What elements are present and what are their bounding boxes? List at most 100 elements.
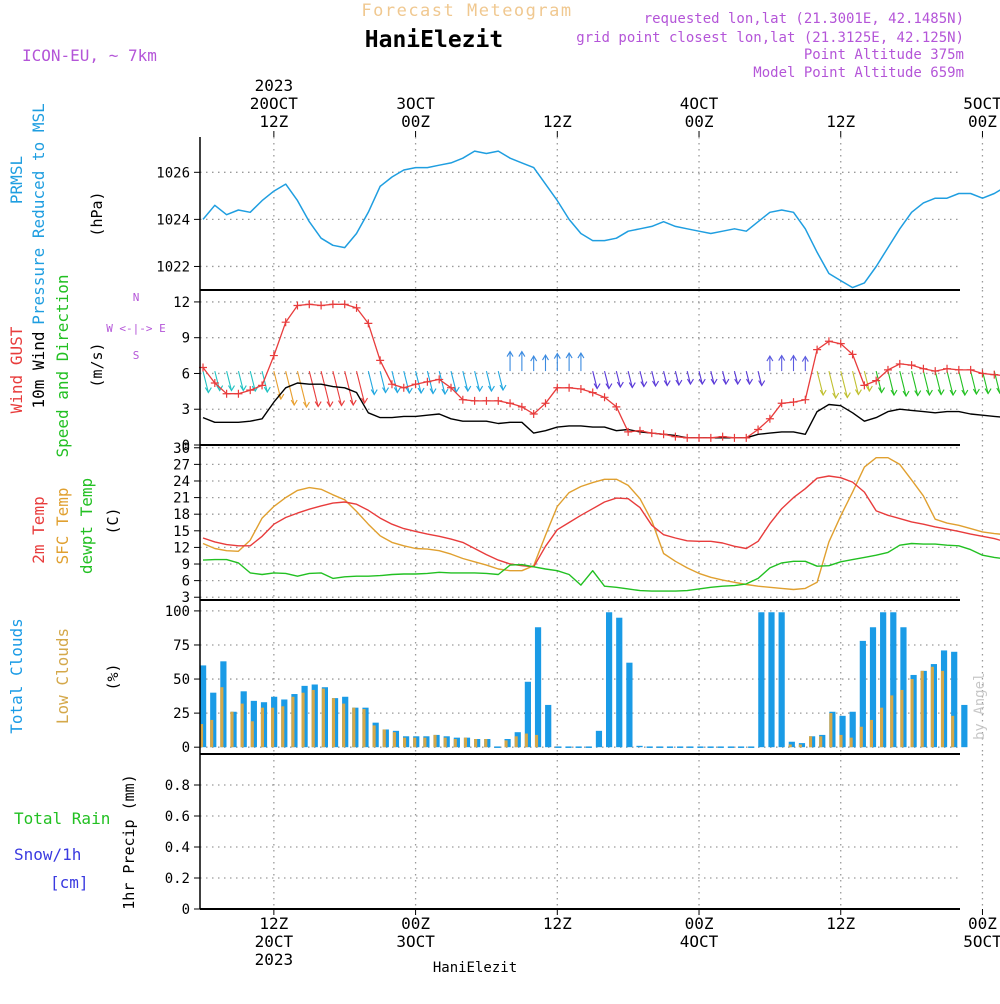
wind-direction-arrow [887, 370, 895, 396]
wind-label-speed: 10m Wind [29, 331, 48, 408]
temperature-ytick-label: 30 [173, 441, 190, 457]
low-cloud-bar [474, 739, 478, 748]
wind-direction-arrowhead [675, 379, 683, 387]
temp-2m-line [202, 475, 1000, 568]
bottom-tick-time: 12Z [826, 914, 855, 933]
temperature-ytick-label: 6 [182, 574, 190, 590]
wind-gust-marker [435, 375, 444, 384]
wind-direction-arrowhead [464, 385, 472, 393]
wind-direction-arrowhead [663, 380, 671, 387]
wind-gust-marker [813, 345, 822, 354]
wind-direction-arrowhead [949, 389, 957, 397]
clouds-label-low: Low Clouds [53, 628, 72, 724]
low-cloud-bar [382, 729, 386, 748]
wind-direction-arrow [970, 370, 977, 395]
wind-direction-arrowhead [961, 389, 969, 397]
wind-direction-arrow [757, 370, 763, 386]
top-tick-date: 20OCT [250, 94, 299, 113]
wind-direction-arrowhead [338, 400, 346, 407]
wind-direction-arrow [438, 370, 446, 395]
wind-direction-arrow [674, 370, 680, 386]
bottom-tick-date: 5OCT [963, 932, 1000, 951]
wind-direction-arrowhead [854, 389, 862, 396]
low-cloud-bar [809, 736, 813, 748]
wind-gust-marker [328, 300, 337, 309]
temp-label-2m: 2m Temp [29, 496, 48, 563]
total-cloud-bar [616, 617, 623, 748]
wind-gust-marker [848, 350, 857, 359]
wind-gust-marker [387, 380, 396, 389]
wind-direction-arrow [237, 370, 244, 391]
wind-direction-arrowhead [382, 387, 389, 394]
wind-gust-line [202, 303, 1000, 439]
wind-direction-arrow [946, 370, 954, 396]
wind-gust-marker [293, 301, 302, 310]
total-cloud-bar [534, 627, 542, 748]
low-cloud-bar [301, 692, 305, 748]
wind-direction-arrowhead [972, 388, 980, 396]
bottom-tick-time: 00Z [968, 914, 997, 933]
wind-direction-arrowhead [361, 397, 369, 405]
wind-gust-marker [931, 367, 940, 376]
total-cloud-bar [829, 711, 836, 748]
wind-direction-arrow [686, 370, 691, 385]
wind-direction-arrow [899, 370, 907, 397]
wind-direction-arrow [922, 370, 930, 396]
wind-direction-arrowhead [263, 386, 271, 394]
wind-direction-arrow [226, 370, 233, 391]
wind-direction-arrow [710, 370, 715, 385]
wind-direction-arrow [911, 370, 919, 396]
precip-label-snow: Snow/1h [14, 845, 81, 864]
wind-gust-marker [541, 399, 550, 408]
wind-direction-arrow [828, 370, 837, 399]
wind-direction-arrowhead [452, 386, 460, 394]
wind-direction-arrowhead [686, 378, 694, 386]
wind-direction-arrow [639, 370, 645, 387]
wind-direction-arrowhead [370, 389, 378, 396]
precip-ytick-label: 0.4 [165, 840, 190, 856]
temp-label-sfc: SFC Temp [53, 487, 72, 564]
wind-direction-arrowhead [429, 388, 437, 395]
wind-direction-arrowhead [577, 352, 585, 359]
top-tick-time: 00Z [685, 112, 714, 131]
wind-direction-arrow [651, 370, 657, 387]
wind-gust-marker [222, 389, 231, 398]
top-tick-year: 2023 [255, 76, 294, 95]
wind-direction-arrow [474, 370, 481, 392]
total-cloud-bar [788, 741, 795, 748]
point-altitude: Point Altitude 375m [804, 47, 964, 63]
wind-direction-arrowhead [984, 388, 992, 395]
total-cloud-bar [758, 612, 765, 748]
wind-gust-marker [458, 395, 467, 404]
low-cloud-bar [880, 707, 884, 748]
wind-direction-arrowhead [204, 387, 212, 394]
total-cloud-bar [768, 612, 775, 748]
wind-direction-arrowhead [710, 378, 718, 386]
wind-gust-marker [635, 426, 644, 435]
wind-gust-marker [730, 433, 739, 442]
sfc-temp-line [202, 457, 1000, 591]
wind-ytick-label: 0 [182, 438, 190, 454]
panel-pressure: 1022 1024 1026 PRMSL Pressure Reduced to MSL… [7, 103, 1000, 325]
wind-gust-marker [895, 359, 904, 368]
low-cloud-bar [920, 670, 924, 748]
wind-direction-arrow [733, 370, 739, 385]
wind-gust-marker [919, 364, 928, 373]
wind-gust-marker [364, 319, 373, 328]
total-cloud-bar [900, 627, 907, 748]
low-cloud-bar [930, 666, 934, 748]
compass-south: S [133, 349, 140, 362]
wind-direction-arrowhead [832, 392, 840, 400]
wind-direction-arrow [627, 370, 633, 388]
wind-gust-marker [340, 300, 349, 309]
bottom-tick-year: 2023 [255, 950, 294, 969]
wind-gust-marker [234, 389, 243, 398]
low-cloud-bar [859, 726, 863, 748]
low-cloud-bar [869, 719, 873, 748]
pressure-line [202, 150, 1000, 289]
wind-direction-arrow [415, 370, 422, 394]
top-tick-time: 12Z [826, 112, 855, 131]
low-cloud-bar [524, 733, 528, 748]
requested-point: requested lon,lat (21.3001E, 42.1485N) [644, 11, 964, 27]
low-cloud-bar [230, 711, 234, 748]
